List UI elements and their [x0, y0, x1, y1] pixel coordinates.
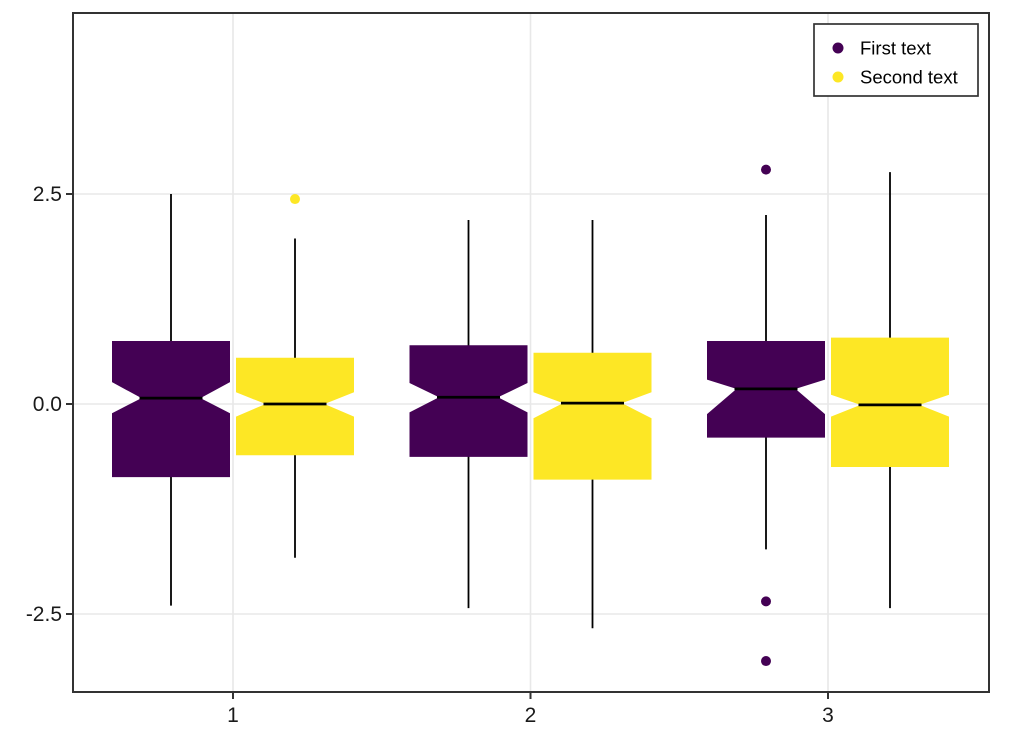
box-first-text-group-2	[409, 345, 528, 457]
legend-swatch-second-text-icon	[832, 71, 844, 83]
outlier-first-text-3-0	[761, 164, 771, 175]
y-tick-label-0.0: 0.0	[33, 393, 62, 416]
x-tick-label-2: 2	[525, 704, 537, 727]
box-second-text-group-3	[831, 337, 949, 467]
x-tick-label-1: 1	[227, 704, 239, 727]
box-first-text-group-1	[112, 341, 230, 478]
outlier-first-text-3-1	[761, 596, 771, 607]
legend-swatch-first-text-icon	[832, 42, 844, 54]
legend-label-first-text: First text	[860, 38, 931, 59]
legend-label-second-text: Second text	[860, 67, 958, 88]
box-second-text-group-2	[533, 352, 652, 480]
legend-box	[813, 23, 979, 97]
outlier-first-text-3-2	[761, 656, 771, 667]
box-second-text-group-1	[236, 357, 354, 456]
y-tick-label--2.5: -2.5	[26, 603, 62, 626]
x-tick-label-3: 3	[822, 704, 834, 727]
y-tick-label-2.5: 2.5	[33, 183, 62, 206]
outlier-second-text-1-0	[290, 194, 300, 205]
